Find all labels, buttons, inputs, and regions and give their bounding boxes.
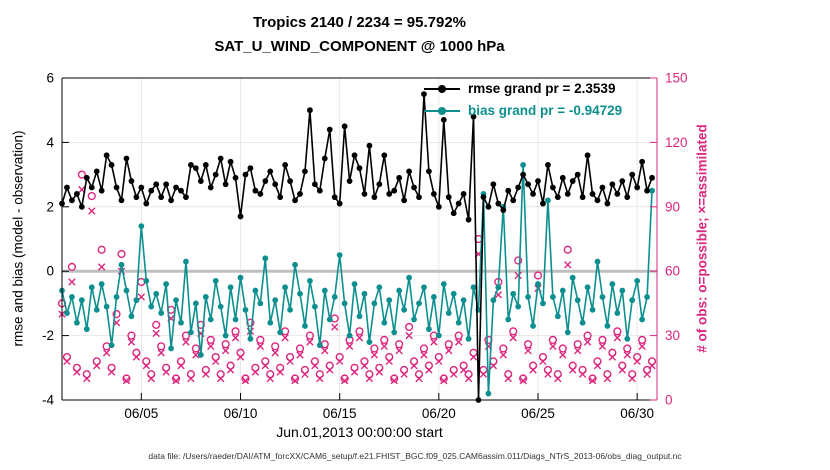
tick-label: 0 bbox=[46, 264, 54, 279]
legend-row-bias: bias grand pr = -0.94729 bbox=[424, 103, 622, 118]
chart-title: Tropics 2140 / 2234 = 95.792% bbox=[252, 14, 467, 31]
tick-label: 06/25 bbox=[521, 406, 555, 421]
tick-label: 06/10 bbox=[224, 406, 258, 421]
legend: rmse grand pr = 2.3539 bias grand pr = -… bbox=[424, 81, 622, 118]
gridlines bbox=[62, 77, 657, 401]
tick-label: 6 bbox=[46, 71, 54, 86]
legend-rmse-label: rmse grand pr = 2.3539 bbox=[468, 81, 616, 96]
tick-label: 06/30 bbox=[620, 406, 654, 421]
y-axis-label-right: # of obs: o=possible; ×=assimilated bbox=[694, 124, 710, 353]
tick-label: -4 bbox=[42, 393, 54, 408]
legend-row-rmse: rmse grand pr = 2.3539 bbox=[424, 81, 622, 96]
tick-label: 150 bbox=[665, 71, 688, 86]
assimilated-obs-markers bbox=[58, 185, 656, 385]
tick-label: 06/15 bbox=[323, 406, 357, 421]
rmse-series bbox=[59, 91, 655, 403]
tick-label: 90 bbox=[665, 199, 680, 214]
tick-label: 120 bbox=[665, 135, 688, 150]
x-axis-label: Jun.01,2013 00:00:00 start bbox=[276, 424, 443, 440]
tick-label: 06/05 bbox=[124, 406, 158, 421]
rmse-line-swatch bbox=[424, 84, 460, 93]
tick-label: -2 bbox=[42, 328, 54, 343]
bias-series bbox=[59, 162, 655, 397]
bias-line-swatch bbox=[424, 106, 460, 115]
legend-bias-label: bias grand pr = -0.94729 bbox=[468, 103, 623, 118]
tick-label: 4 bbox=[46, 135, 54, 150]
tick-label: 06/20 bbox=[422, 406, 456, 421]
chart-subtitle: SAT_U_WIND_COMPONENT @ 1000 hPa bbox=[214, 38, 505, 55]
tick-label: 2 bbox=[46, 199, 54, 214]
tick-label: 0 bbox=[665, 393, 673, 408]
tick-label: 30 bbox=[665, 328, 680, 343]
y-axis-label-left: rmse and bias (model - observation) bbox=[10, 130, 26, 347]
data-file-caption: data file: /Users/raeder/DAI/ATM_forcXX/… bbox=[148, 451, 682, 461]
axes-box bbox=[61, 77, 658, 401]
tick-marks bbox=[62, 77, 657, 401]
tick-label: 60 bbox=[665, 264, 680, 279]
